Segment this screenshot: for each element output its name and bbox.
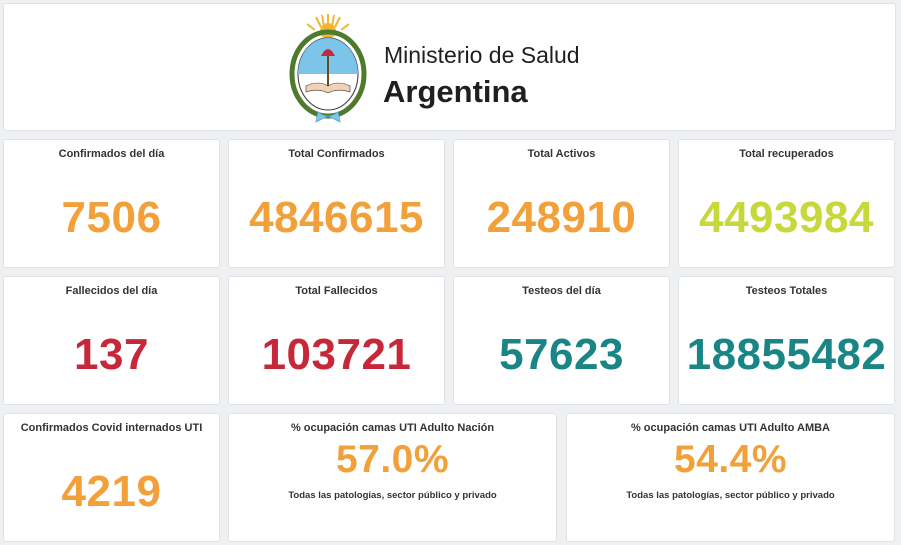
card-confirmados-dia: Confirmados del día 7506 [3,139,220,268]
card-value: 248910 [486,193,637,242]
card-fallecidos-dia: Fallecidos del día 137 [3,276,220,405]
country-name: Argentina [383,74,528,109]
card-title: % ocupación camas UTI Adulto Nación [290,422,495,434]
card-title: Total recuperados [739,148,834,160]
card-value: 4846615 [249,193,424,242]
card-value: 57623 [499,330,624,379]
card-value: 54.4% [673,438,788,481]
card-value: 103721 [261,330,412,379]
card-total-activos: Total Activos 248910 [453,139,670,268]
card-title: Testeos del día [522,285,601,297]
card-subtitle: Todas las patologías, sector público y p… [626,490,835,501]
header-panel: Ministerio de Salud Argentina [3,3,896,131]
card-ocupacion-amba: % ocupación camas UTI Adulto AMBA 54.4% … [566,413,895,542]
card-testeos-totales: Testeos Totales 18855482 [678,276,895,405]
card-title: Total Fallecidos [295,285,378,297]
card-subtitle: Todas las patologías, sector público y p… [288,490,497,501]
card-testeos-dia: Testeos del día 57623 [453,276,670,405]
card-title: Testeos Totales [745,285,828,297]
card-title: Confirmados Covid internados UTI [20,422,203,434]
card-title: Fallecidos del día [65,285,158,297]
card-ocupacion-nacion: % ocupación camas UTI Adulto Nación 57.0… [228,413,557,542]
card-total-recuperados: Total recuperados 4493984 [678,139,895,268]
card-value: 137 [74,330,149,379]
card-value: 4493984 [699,193,874,242]
card-value: 57.0% [335,438,450,481]
card-title: Total Activos [527,148,596,160]
card-title: % ocupación camas UTI Adulto AMBA [630,422,831,434]
card-value: 18855482 [686,330,887,379]
card-total-fallecidos: Total Fallecidos 103721 [228,276,445,405]
card-value: 7506 [61,193,162,242]
ministry-name: Ministerio de Salud [384,42,580,68]
argentina-coat-of-arms-icon [289,14,367,123]
card-internados-uti: Confirmados Covid internados UTI 4219 [3,413,220,542]
card-title: Total Confirmados [288,148,385,160]
card-value: 4219 [61,467,162,516]
card-total-confirmados: Total Confirmados 4846615 [228,139,445,268]
card-title: Confirmados del día [58,148,165,160]
